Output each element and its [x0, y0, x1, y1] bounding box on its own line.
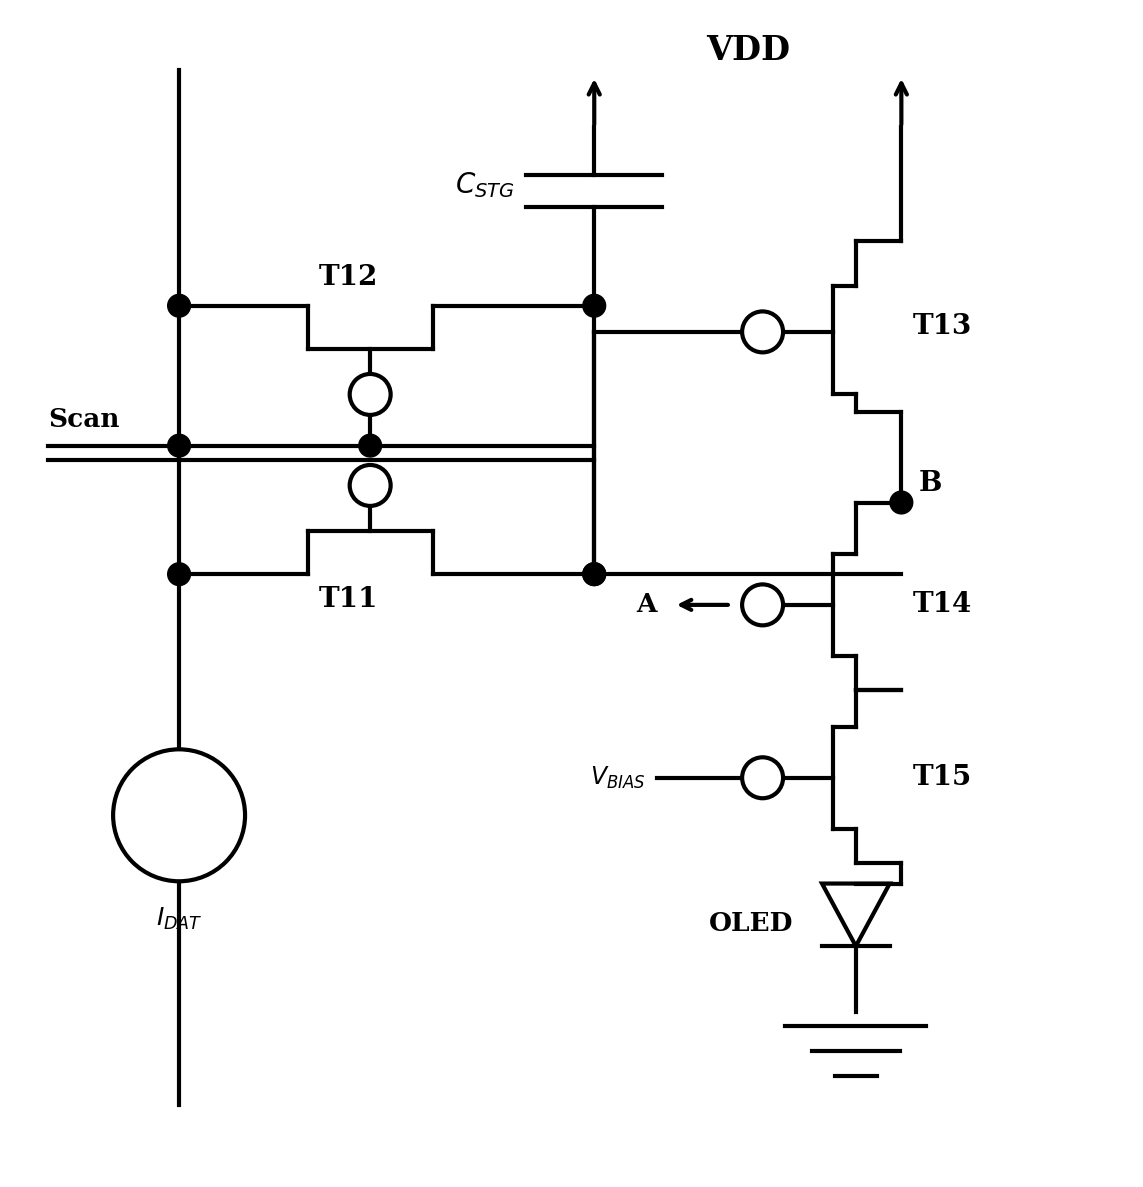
Circle shape: [583, 294, 606, 317]
Text: $I_{DAT}$: $I_{DAT}$: [155, 907, 202, 933]
Text: T12: T12: [319, 264, 378, 291]
Text: VDD: VDD: [706, 34, 790, 66]
Circle shape: [359, 434, 382, 457]
Text: T11: T11: [319, 585, 378, 612]
Circle shape: [890, 491, 913, 514]
Text: A: A: [637, 592, 657, 617]
Text: T13: T13: [913, 312, 972, 339]
Text: $V_{BIAS}$: $V_{BIAS}$: [590, 764, 646, 791]
Text: B: B: [919, 470, 942, 497]
Circle shape: [113, 749, 245, 881]
Text: T15: T15: [913, 764, 972, 792]
Text: $C_{STG}$: $C_{STG}$: [455, 170, 514, 201]
Circle shape: [583, 563, 606, 585]
Circle shape: [742, 757, 783, 798]
Text: OLED: OLED: [709, 910, 793, 935]
Circle shape: [168, 294, 191, 317]
Circle shape: [742, 584, 783, 626]
Circle shape: [350, 465, 391, 506]
Text: Scan: Scan: [48, 407, 120, 432]
Circle shape: [168, 434, 191, 457]
Circle shape: [583, 563, 606, 585]
Circle shape: [168, 563, 191, 585]
Circle shape: [742, 311, 783, 353]
Text: T14: T14: [913, 591, 972, 618]
Circle shape: [350, 374, 391, 415]
